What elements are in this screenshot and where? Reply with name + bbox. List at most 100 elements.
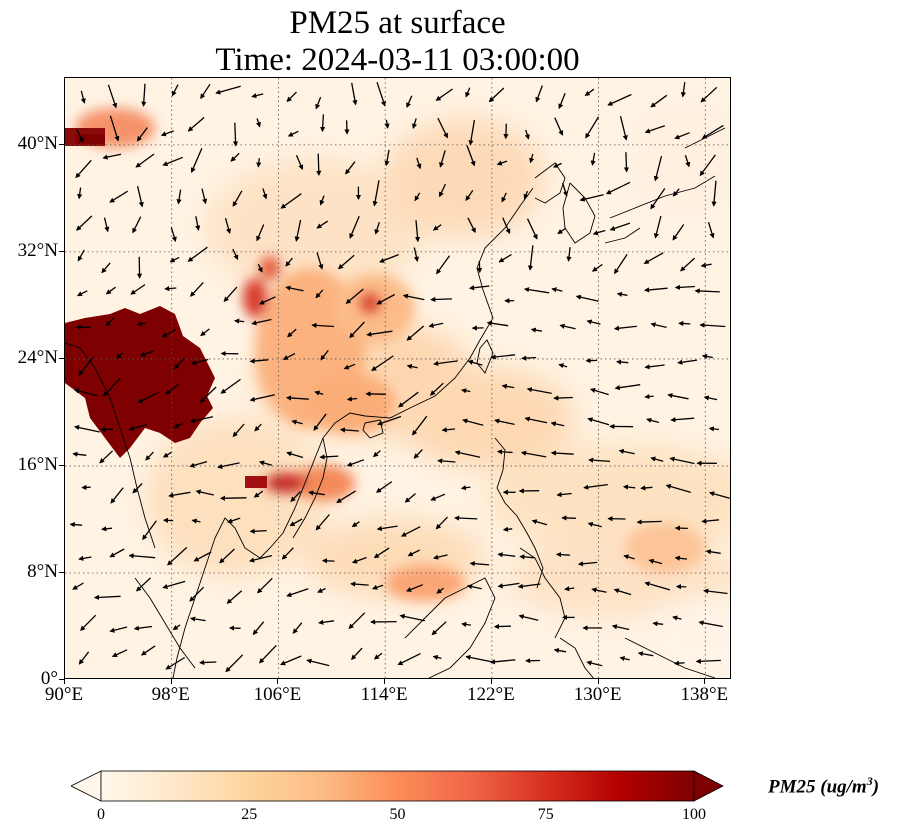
wind-arrow (346, 459, 365, 467)
lat-tick-label: 32°N (17, 239, 58, 261)
wind-arrow (416, 157, 422, 170)
wind-arrow (251, 318, 272, 326)
wind-arrow (286, 91, 297, 103)
wind-arrow (173, 358, 185, 370)
wind-arrow (217, 462, 240, 470)
wind-arrow (535, 85, 543, 103)
wind-arrow (200, 328, 210, 337)
wind-arrow (280, 193, 302, 209)
wind-arrow (708, 491, 730, 499)
wind-arrow (255, 118, 261, 128)
wind-arrow (139, 350, 154, 357)
wind-arrow (407, 549, 420, 557)
pm25-map (65, 78, 730, 678)
wind-arrow (318, 619, 335, 625)
wind-arrow (316, 252, 324, 270)
wind-arrow (435, 516, 448, 530)
wind-arrow (282, 353, 296, 360)
wind-arrow (518, 614, 539, 621)
wind-arrow (553, 647, 567, 654)
lat-lon-gridlines (65, 78, 730, 678)
wind-arrow (561, 182, 568, 197)
wind-arrow (262, 188, 268, 200)
wind-arrow (200, 83, 211, 100)
wind-arrow (553, 395, 573, 401)
wind-arrow (372, 180, 380, 207)
wind-arrow (93, 594, 121, 600)
wind-arrow (646, 417, 660, 424)
wind-arrow (372, 450, 381, 458)
wind-arrow (285, 395, 309, 401)
wind-arrow (294, 219, 302, 242)
wind-arrow (591, 587, 607, 593)
wind-arrow (350, 581, 369, 587)
wind-arrow (252, 621, 265, 636)
wind-arrow (700, 86, 718, 103)
wind-arrow (128, 424, 147, 431)
wind-arrow (429, 382, 444, 396)
wind-arrow (311, 322, 335, 328)
wind-arrow (141, 83, 147, 107)
wind-arrow (189, 416, 214, 424)
colorbar-label: PM25 (ug/m3) (768, 774, 880, 798)
wind-arrow (136, 185, 144, 208)
wind-arrow (349, 321, 365, 339)
wind-arrow (176, 189, 182, 205)
wind-arrow (529, 153, 535, 164)
wind-arrow (172, 624, 181, 631)
wind-arrow (320, 349, 329, 361)
wind-arrow (566, 247, 572, 262)
wind-arrow (406, 584, 424, 592)
wind-arrow (76, 290, 88, 297)
wind-arrow (467, 217, 476, 234)
lat-tick-mark (59, 143, 64, 145)
wind-arrow (501, 192, 507, 203)
wind-arrow (559, 323, 576, 330)
wind-arrow (694, 288, 720, 294)
wind-arrow (160, 130, 174, 137)
wind-arrow (644, 581, 671, 591)
wind-arrow (376, 293, 396, 305)
lon-tick-mark (277, 679, 279, 684)
wind-arrow (75, 128, 84, 143)
wind-arrow (673, 660, 685, 666)
wind-arrow (397, 653, 421, 666)
wind-arrow (351, 521, 360, 528)
wind-arrow (215, 85, 241, 95)
wind-arrow (287, 328, 297, 338)
wind-arrow (107, 84, 118, 109)
wind-arrow (316, 153, 322, 176)
wind-arrow (111, 649, 128, 658)
wind-arrow (115, 352, 124, 360)
colorbar-tick-label: 100 (682, 806, 706, 823)
lat-tick-mark (59, 250, 64, 252)
wind-arrow (232, 248, 239, 261)
wind-arrow (286, 588, 309, 598)
wind-arrow (315, 289, 324, 299)
wind-arrow (439, 183, 446, 198)
lon-tick-mark (170, 679, 172, 684)
wind-arrow (145, 451, 154, 461)
wind-arrow (189, 460, 208, 468)
wind-arrow (490, 354, 516, 360)
wind-arrow (530, 327, 543, 333)
wind-arrow (497, 582, 520, 589)
wind-arrow (351, 556, 367, 564)
wind-arrow (219, 495, 247, 501)
wind-arrow (201, 188, 208, 205)
wind-arrow (133, 625, 153, 631)
wind-arrow (607, 93, 632, 106)
lon-tick-label: 130°E (573, 684, 622, 705)
wind-arrow (189, 616, 206, 622)
wind-arrow (637, 651, 654, 657)
map-panel[interactable] (64, 77, 731, 679)
wind-arrow (76, 215, 93, 231)
wind-arrow (521, 355, 537, 361)
wind-arrow (640, 485, 653, 491)
wind-arrow (590, 152, 596, 166)
wind-arrow (399, 613, 426, 622)
wind-arrow (465, 654, 492, 663)
wind-arrow (677, 359, 698, 365)
wind-arrow (227, 517, 241, 524)
lon-tick-label: 98°E (151, 684, 190, 705)
